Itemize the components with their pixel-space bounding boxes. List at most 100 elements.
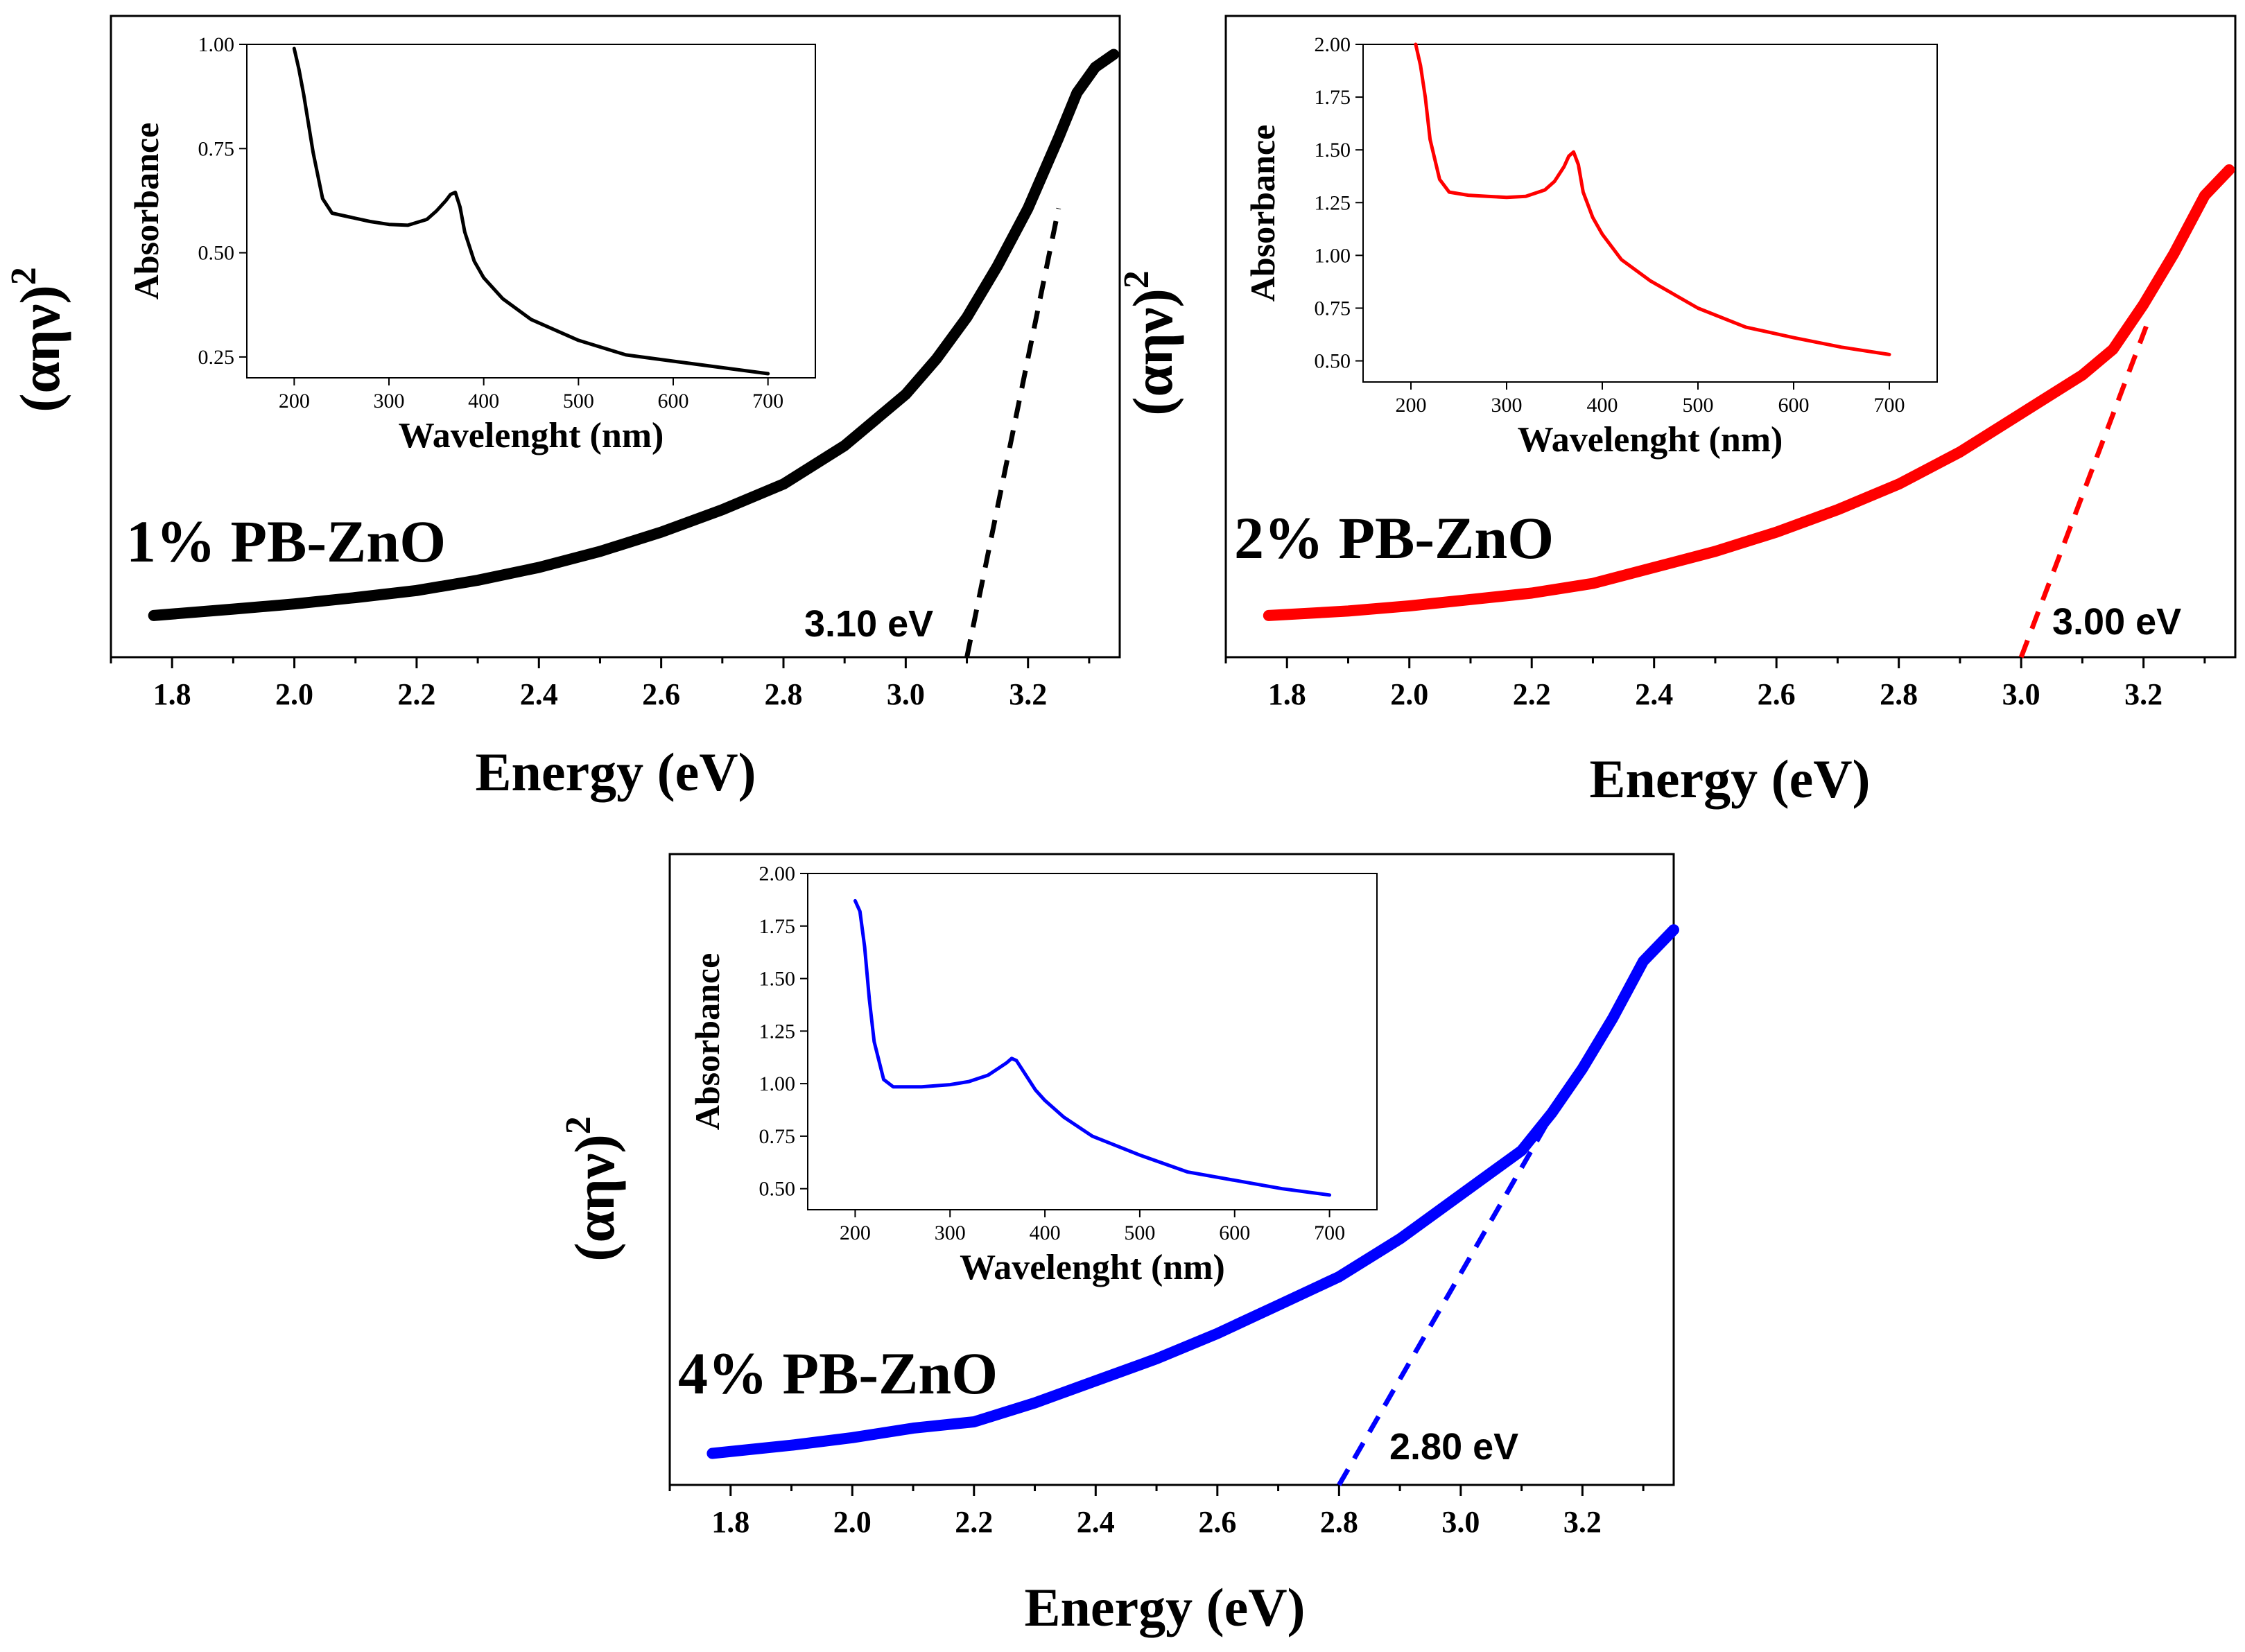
plot-frame — [668, 853, 1675, 1486]
x-tick-label: 2.2 — [397, 677, 435, 711]
inset-x-tick-label: 300 — [374, 390, 405, 412]
x-tick-label: 2.4 — [520, 677, 558, 711]
x-tick-label: 3.2 — [1009, 677, 1047, 711]
x-tick-label: 2.2 — [1513, 677, 1551, 711]
inset-x-tick-label: 200 — [279, 390, 310, 412]
inset-x-tick-label: 500 — [1124, 1221, 1155, 1244]
y-axis-title-power: 2 — [1117, 270, 1156, 288]
inset-x-axis-title: Wavelenght (nm) — [399, 416, 664, 455]
tangent-line — [1337, 1124, 1548, 1486]
y-axis-title-power: 2 — [559, 1116, 598, 1134]
inset-y-tick-label: 2.00 — [1315, 33, 1351, 56]
y-axis-title: (αην)2 — [1117, 270, 1184, 416]
inset-x-tick-label: 300 — [1491, 394, 1523, 417]
sample-label: 2% PB-ZnO — [1234, 505, 1554, 571]
x-tick-label: 2.6 — [1198, 1505, 1236, 1539]
inset-y-axis-title: Absorbance — [127, 123, 166, 300]
inset-y-tick-label: 0.50 — [198, 242, 235, 265]
inset-x-axis-title: Wavelenght (nm) — [1518, 420, 1783, 460]
inset-y-tick-label: 0.75 — [1315, 297, 1351, 320]
x-tick-label: 2.8 — [765, 677, 803, 711]
inset-x-tick-label: 300 — [935, 1221, 966, 1244]
inset-x-tick-label: 500 — [1683, 394, 1714, 417]
inset-chart: 200 300 400 500 600 700 0.50 0.75 1.00 1.25 1.50 1.… — [688, 862, 1378, 1287]
x-tick-label: 3.0 — [2002, 677, 2040, 711]
chart-panel-top-left: 1.8 2.0 2.2 2.4 2.6 2.8 3.0 3.2 Energy (eV) (αην)… — [4, 15, 1121, 802]
x-tick-label: 2.4 — [1635, 677, 1673, 711]
data-series-line — [1263, 164, 2235, 621]
x-tick-label: 2.8 — [1880, 677, 1918, 711]
inset-x-tick-label: 400 — [1587, 394, 1618, 417]
inset-y-tick-label: 1.75 — [759, 915, 796, 938]
inset-x-tick-label: 600 — [658, 390, 689, 412]
inset-frame — [246, 44, 816, 379]
y-axis-title-base: (αην) — [8, 285, 71, 412]
inset-y-tick-label: 0.25 — [198, 346, 235, 369]
band-gap-label: 3.00 eV — [2052, 601, 2181, 643]
data-series-line — [148, 49, 1120, 621]
x-tick-label: 3.0 — [887, 677, 925, 711]
band-gap-label: 2.80 eV — [1389, 1426, 1518, 1468]
x-tick-label: 1.8 — [153, 677, 191, 711]
inset-x-tick-label: 600 — [1219, 1221, 1250, 1244]
tangent-line — [964, 207, 1061, 658]
inset-y-tick-label: 1.00 — [198, 33, 235, 56]
chart-panel-top-right: 1.8 2.0 2.2 2.4 2.6 2.8 3.0 3.2 Energy (eV) (αην)… — [1117, 15, 2237, 809]
x-tick-label: 2.8 — [1320, 1505, 1358, 1539]
x-axis-title: Energy (eV) — [1024, 1577, 1305, 1637]
x-tick-label: 3.0 — [1441, 1505, 1480, 1539]
inset-y-axis-title: Absorbance — [688, 953, 727, 1131]
inset-y-tick-label: 1.75 — [1315, 86, 1351, 109]
inset-y-tick-label: 1.00 — [759, 1072, 796, 1095]
data-series-line — [707, 924, 1679, 1459]
inset-y-tick-label: 0.75 — [198, 137, 235, 160]
inset-frame — [807, 873, 1378, 1210]
inset-y-tick-label: 0.50 — [1315, 350, 1351, 373]
sample-label: 1% PB-ZnO — [126, 508, 446, 575]
inset-x-tick-label: 200 — [840, 1221, 871, 1244]
inset-frame — [1362, 44, 1938, 383]
inset-x-tick-label: 500 — [563, 390, 594, 412]
sample-label: 4% PB-ZnO — [678, 1340, 998, 1407]
inset-x-tick-label: 400 — [468, 390, 499, 412]
band-gap-label: 3.10 eV — [804, 603, 933, 645]
inset-y-tick-label: 2.00 — [759, 862, 796, 885]
chart-panel-bottom-center: 1.8 2.0 2.2 2.4 2.6 2.8 3.0 3.2 Energy (eV) (αην)… — [559, 853, 1679, 1637]
inset-y-tick-label: 1.50 — [759, 968, 796, 991]
x-tick-label: 3.2 — [2124, 677, 2162, 711]
plot-frame — [1224, 15, 2237, 659]
x-tick-label: 2.6 — [1758, 677, 1796, 711]
x-tick-label: 1.8 — [1268, 677, 1306, 711]
inset-chart: 200 300 400 500 600 700 0.50 0.75 1.00 1.25 1.50 1.… — [1243, 33, 1938, 460]
inset-x-tick-label: 200 — [1396, 394, 1427, 417]
inset-absorbance-line — [292, 46, 770, 376]
y-axis-title: (αην)2 — [559, 1116, 626, 1262]
x-tick-label: 3.2 — [1563, 1505, 1602, 1539]
y-axis-title-base: (αην) — [563, 1134, 626, 1262]
inset-x-tick-label: 600 — [1778, 394, 1810, 417]
inset-y-axis-title: Absorbance — [1243, 125, 1282, 302]
x-tick-label: 2.6 — [642, 677, 680, 711]
y-axis-title: (αην)2 — [4, 267, 71, 412]
inset-y-tick-label: 1.25 — [759, 1020, 796, 1043]
inset-x-tick-label: 700 — [1314, 1221, 1345, 1244]
inset-chart: 200 300 400 500 600 700 0.25 0.50 0.75 1.00 Wavele… — [127, 33, 816, 455]
inset-x-tick-label: 700 — [752, 390, 783, 412]
x-axis-title: Energy (eV) — [1589, 749, 1870, 809]
x-axis-title: Energy (eV) — [475, 742, 756, 802]
x-tick-label: 2.0 — [833, 1505, 872, 1539]
x-tick-label: 2.0 — [1390, 677, 1428, 711]
inset-y-tick-label: 1.50 — [1315, 139, 1351, 162]
inset-absorbance-line — [1414, 42, 1891, 356]
inset-y-tick-label: 0.75 — [759, 1125, 796, 1148]
inset-y-tick-label: 0.50 — [759, 1178, 796, 1201]
plot-frame — [110, 15, 1121, 659]
inset-y-tick-label: 1.00 — [1315, 244, 1351, 267]
inset-x-axis-title: Wavelenght (nm) — [960, 1248, 1225, 1287]
inset-y-tick-label: 1.25 — [1315, 191, 1351, 214]
inset-x-tick-label: 700 — [1874, 394, 1905, 417]
inset-x-tick-label: 400 — [1030, 1221, 1061, 1244]
x-tick-label: 2.4 — [1077, 1505, 1115, 1539]
x-tick-label: 2.0 — [275, 677, 313, 711]
